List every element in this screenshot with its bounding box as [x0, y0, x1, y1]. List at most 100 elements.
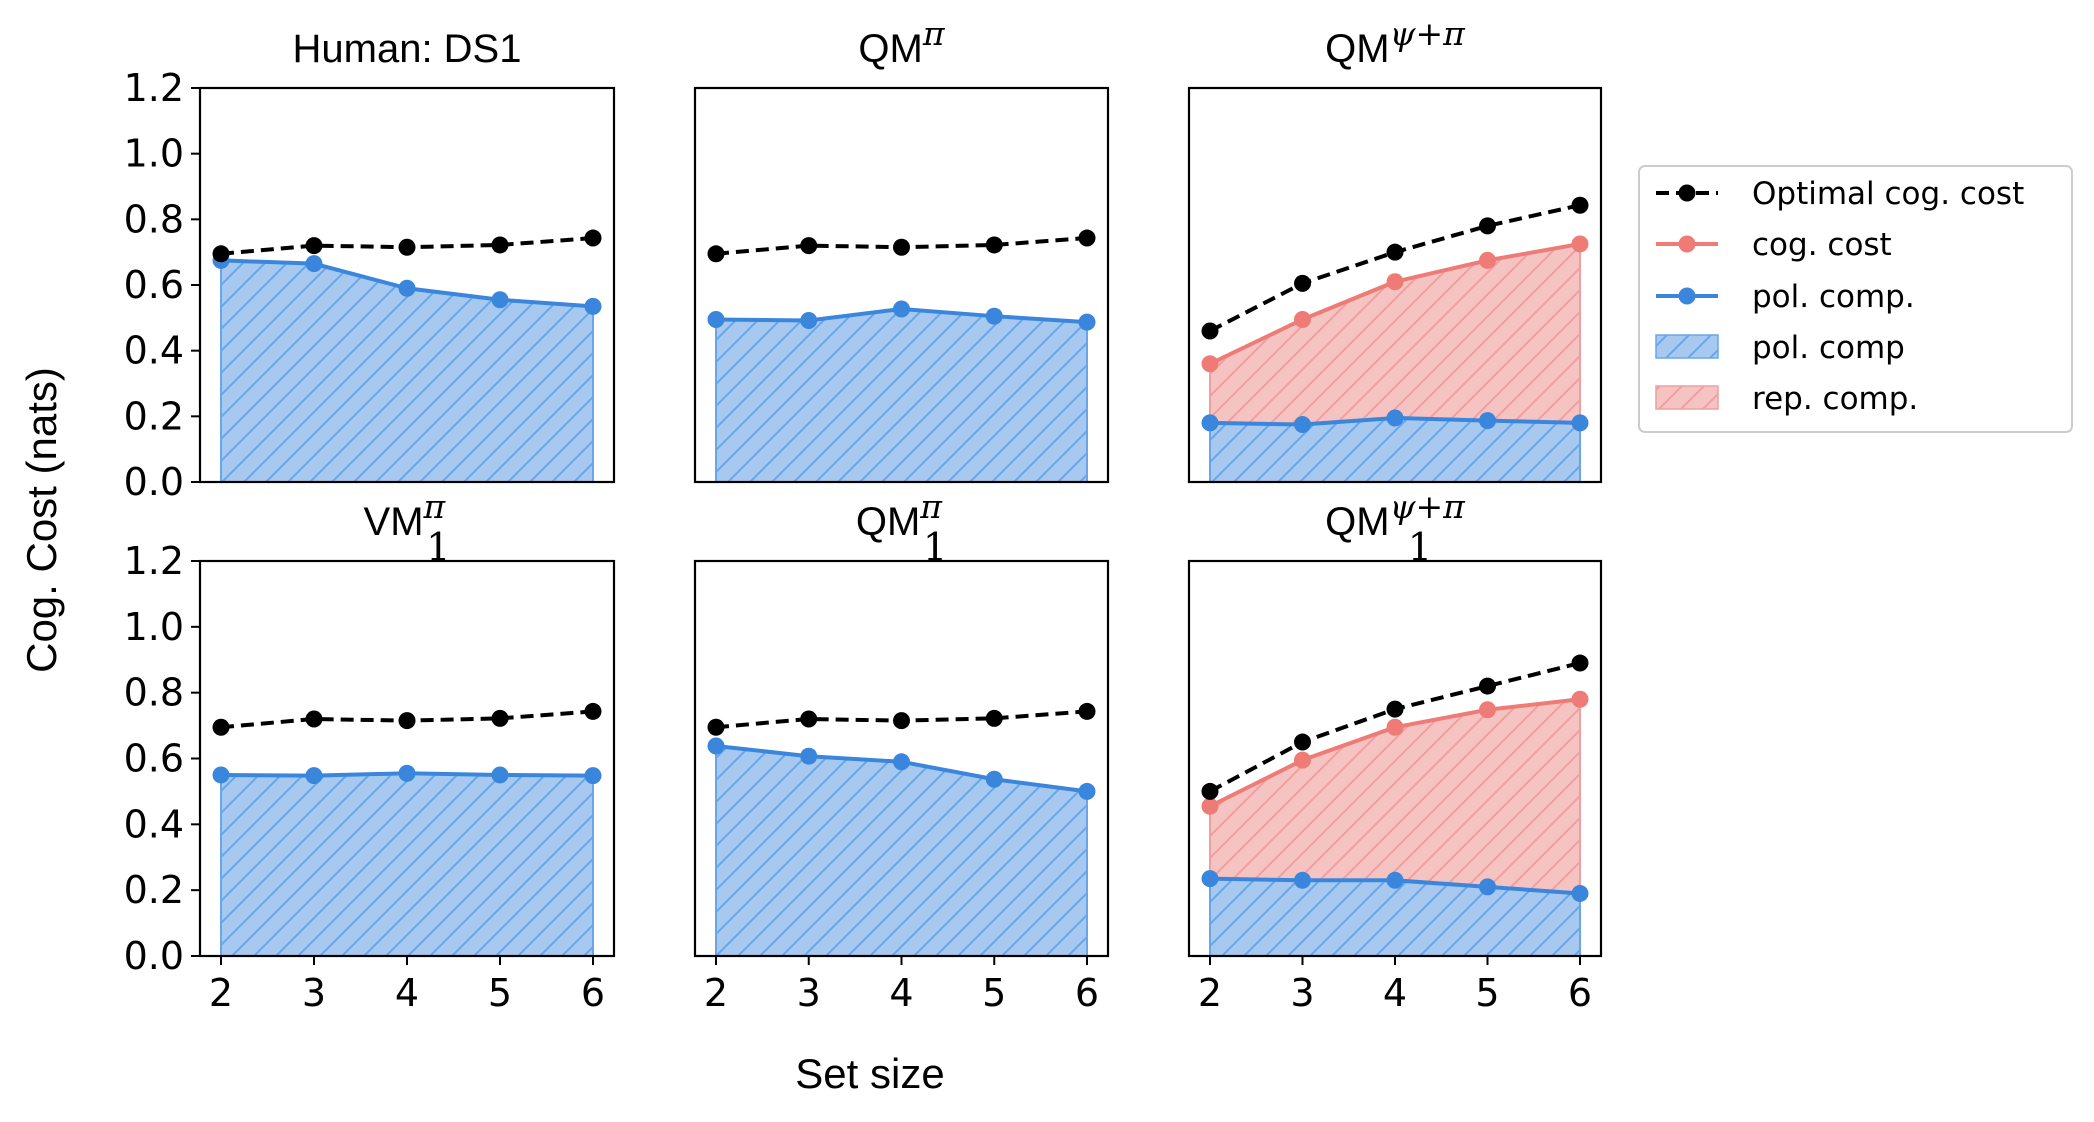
plot-area	[1209, 698, 1581, 956]
pol-comp-hatch	[221, 260, 593, 482]
optimal-cost-point	[985, 236, 1003, 254]
subplot-title: QMψ+π 1	[1325, 487, 1466, 569]
optimal-cost-point	[800, 237, 818, 255]
pol-comp-hatch	[221, 773, 593, 956]
plot-area	[220, 772, 594, 956]
y-tick-label: 0.8	[124, 197, 184, 241]
legend-marker-optimal	[1678, 184, 1696, 202]
x-tick-label: 2	[209, 971, 233, 1015]
plot-area	[715, 744, 1088, 956]
optimal-cost-point	[398, 238, 416, 256]
optimal-cost-point	[491, 236, 509, 254]
legend-item-pol-comp-line: pol. comp.	[1656, 279, 1915, 315]
pol-comp-point	[1479, 412, 1496, 430]
pol-comp-point	[584, 297, 602, 315]
pol-comp-point	[1294, 871, 1311, 889]
pol-comp-point	[1386, 409, 1404, 427]
pol-comp-point	[305, 767, 323, 785]
legend-item-cog-cost: cog. cost	[1656, 227, 1892, 263]
legend-item-optimal: Optimal cog. cost	[1656, 176, 2024, 212]
y-tick-label: 0.8	[124, 671, 184, 715]
pol-comp-point	[398, 764, 416, 782]
pol-comp-point	[491, 291, 509, 309]
optimal-cost-point	[1201, 782, 1219, 800]
y-tick-label: 0.4	[124, 329, 184, 373]
y-tick-label: 0.2	[124, 868, 184, 912]
optimal-cost-point	[1386, 700, 1404, 718]
cog-cost-point	[1386, 718, 1404, 736]
optimal-cost-point	[212, 245, 230, 263]
subplot-4: 0.0 0.2 0.4 0.6 0.8 1.0 1.2 2 3 4 5 6 VMπ 1	[124, 487, 616, 1015]
legend-item-rep-comp-fill: rep. comp.	[1655, 381, 1918, 417]
y-tick-label: 0.2	[124, 394, 184, 438]
cog-cost-point	[1201, 797, 1219, 815]
legend: Optimal cog. cost cog. cost pol. comp. p…	[1638, 165, 2073, 433]
plot-area	[715, 307, 1088, 482]
pol-comp-point	[1479, 878, 1496, 896]
y-tick-label: 0.0	[124, 460, 184, 504]
x-tick-label: 2	[704, 971, 728, 1015]
x-tick-label: 3	[302, 971, 326, 1015]
legend-marker-cog-cost	[1678, 235, 1696, 253]
y-axis-label: Cog. Cost (nats)	[18, 367, 65, 673]
optimal-cost-point	[212, 718, 230, 736]
pol-comp-point	[212, 766, 230, 784]
cog-cost-point	[1479, 251, 1496, 269]
subplot-5: 2 3 4 5 6 QMπ 1	[693, 487, 1110, 1015]
x-tick-label: 3	[797, 971, 821, 1015]
optimal-cost-point	[491, 709, 509, 727]
pol-comp-point	[707, 737, 725, 755]
y-tick-label: 1.2	[124, 539, 184, 583]
optimal-cost-point	[800, 710, 818, 728]
legend-label-pol-comp-fill: pol. comp	[1752, 330, 1905, 366]
subplot-6: 2 3 4 5 6 QMψ+π 1	[1187, 487, 1603, 1015]
cog-cost-point	[1294, 310, 1311, 328]
optimal-cost-point	[1078, 702, 1096, 720]
pol-comp-point	[1078, 782, 1096, 800]
subplot-title: Human: DS1	[293, 27, 522, 71]
pol-comp-hatch	[1210, 417, 1580, 482]
pol-comp-point	[1571, 414, 1589, 432]
optimal-cost-point	[707, 245, 725, 263]
subplot-title: QMπ	[858, 14, 945, 71]
x-tick-label: 4	[889, 971, 913, 1015]
x-tick-label: 6	[1568, 971, 1592, 1015]
subplot-title: VMπ 1	[364, 487, 451, 569]
subplot-1: 0.0 0.2 0.4 0.6 0.8 1.0 1.2 Human: DS1	[124, 27, 616, 504]
optimal-cost-point	[1078, 229, 1096, 247]
optimal-cost-point	[1386, 243, 1404, 261]
x-tick-label: 4	[1383, 971, 1407, 1015]
legend-frame	[1638, 165, 2073, 433]
x-tick-label: 6	[581, 971, 605, 1015]
plot-area	[220, 259, 594, 482]
subplot-2: QMπ	[693, 14, 1110, 484]
pol-comp-point	[305, 255, 323, 273]
pol-comp-point	[398, 279, 416, 297]
pol-comp-point	[985, 770, 1003, 788]
optimal-cost-point	[305, 710, 323, 728]
panels-group: 0.0 0.2 0.4 0.6 0.8 1.0 1.2 Human: DS1 QMπ QMψ+π 0…	[124, 14, 1603, 1015]
pol-comp-hatch	[716, 745, 1087, 956]
pol-comp-point	[707, 310, 725, 328]
optimal-cost-point	[1571, 196, 1589, 214]
x-tick-label: 5	[488, 971, 512, 1015]
optimal-cost-point	[1479, 677, 1496, 695]
optimal-cost-point	[398, 712, 416, 730]
pol-comp-point	[985, 307, 1003, 325]
x-tick-label: 4	[395, 971, 419, 1015]
x-axis-label: Set size	[795, 1050, 944, 1097]
axes-frame	[693, 86, 1110, 484]
pol-comp-point	[800, 311, 818, 329]
legend-label-rep-comp-fill: rep. comp.	[1752, 381, 1918, 417]
rep-comp-hatch	[1210, 699, 1580, 894]
legend-item-pol-comp-fill: pol. comp	[1655, 330, 1905, 366]
pol-comp-point	[491, 766, 509, 784]
optimal-cost-point	[707, 718, 725, 736]
pol-comp-point	[1201, 414, 1219, 432]
optimal-cost-point	[1294, 274, 1311, 292]
pol-comp-hatch	[1210, 878, 1580, 956]
pol-comp-point	[1571, 884, 1589, 902]
legend-marker-pol-comp-line	[1678, 287, 1696, 305]
y-tick-label: 0.6	[124, 737, 184, 781]
y-tick-label: 0.4	[124, 802, 184, 846]
